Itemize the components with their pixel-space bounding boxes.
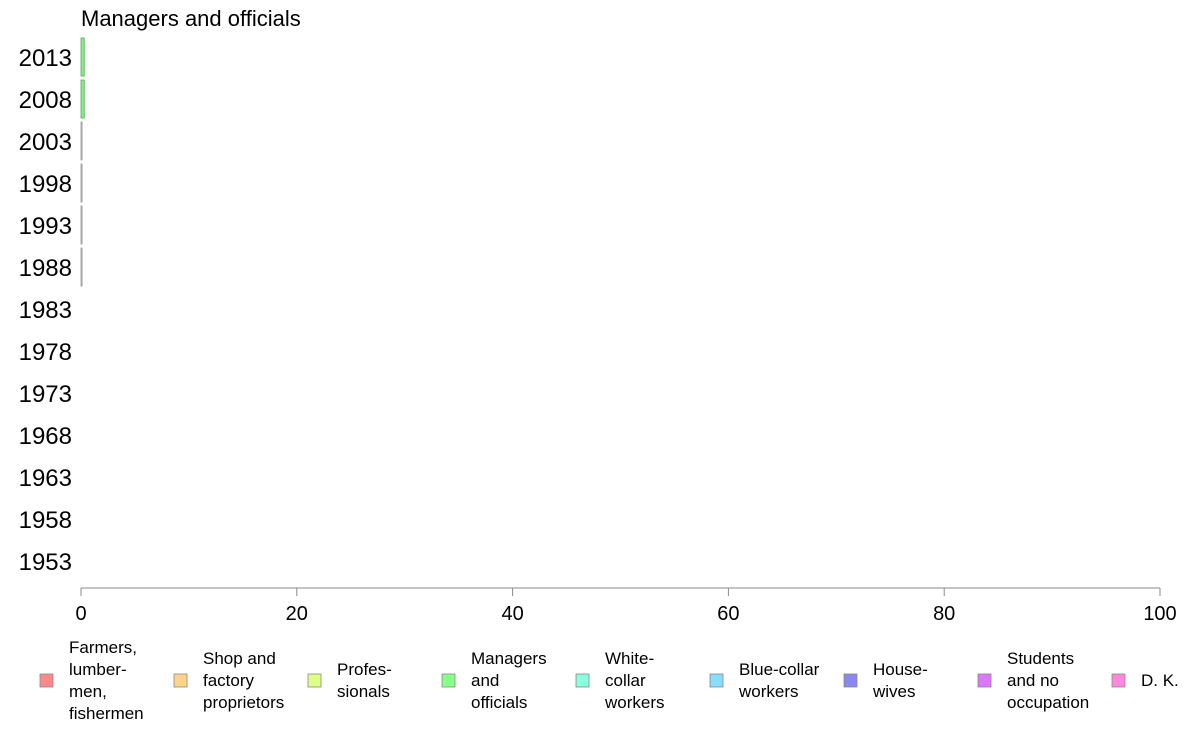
- legend-swatch: [39, 673, 54, 688]
- legend-label: workers: [738, 682, 799, 701]
- legend-label: men,: [69, 682, 107, 701]
- y-tick-label: 2013: [19, 45, 72, 72]
- y-tick-label: 2008: [19, 87, 72, 114]
- y-tick-label: 1973: [19, 381, 72, 408]
- legend-swatch: [709, 673, 724, 688]
- legend-entry: House-wives: [843, 660, 928, 701]
- legend-label: Managers: [471, 649, 547, 668]
- bar-2013: [80, 37, 85, 77]
- x-tick-label: 0: [75, 603, 86, 625]
- bars-group: [80, 37, 85, 287]
- y-tick-label: 1953: [19, 549, 72, 576]
- x-tick-label: 100: [1143, 603, 1176, 625]
- legend-label: workers: [604, 693, 665, 712]
- y-tick-label: 2003: [19, 129, 72, 156]
- y-tick-label: 1958: [19, 507, 72, 534]
- legend-swatch: [1111, 673, 1126, 688]
- legend-swatch: [307, 673, 322, 688]
- legend-label: Profes-: [337, 660, 392, 679]
- legend-label: Shop and: [203, 649, 276, 668]
- y-tick-label: 1983: [19, 297, 72, 324]
- bar-2003: [80, 121, 83, 161]
- y-axis-labels: 2013 2008 2003 1998 1993 1988 1983 1978 1973 1968…: [19, 45, 72, 576]
- legend-label: lumber-: [69, 660, 127, 679]
- x-axis: 0 20 40 60 80 100: [75, 587, 1177, 625]
- y-tick-label: 1968: [19, 423, 72, 450]
- bar-1993: [80, 205, 83, 245]
- chart-title: Managers and officials: [81, 6, 301, 31]
- legend: Farmers, lumber-men, fishermen Shop and fact…: [39, 638, 1179, 723]
- y-tick-label: 1963: [19, 465, 72, 492]
- legend-label: and no: [1007, 671, 1059, 690]
- legend-label: Farmers,: [69, 638, 137, 657]
- legend-label: House-: [873, 660, 928, 679]
- legend-label: White-: [605, 649, 654, 668]
- legend-label: collar: [605, 671, 646, 690]
- legend-entry: Shop and factory proprietors: [173, 649, 284, 712]
- y-tick-label: 1993: [19, 213, 72, 240]
- legend-label: officials: [471, 693, 527, 712]
- legend-entry: D. K.: [1111, 671, 1179, 690]
- legend-entry: Farmers, lumber-men, fishermen: [39, 638, 144, 723]
- y-tick-label: 1978: [19, 339, 72, 366]
- legend-label: occupation: [1007, 693, 1089, 712]
- legend-entry: Students and no occupation: [977, 649, 1089, 712]
- legend-label: Blue-collar: [739, 660, 820, 679]
- legend-label: factory: [203, 671, 255, 690]
- legend-label: Students: [1007, 649, 1074, 668]
- legend-swatch: [441, 673, 456, 688]
- legend-swatch: [575, 673, 590, 688]
- y-tick-label: 1988: [19, 255, 72, 282]
- legend-entry: Profes-sionals: [307, 660, 392, 701]
- y-tick-label: 1998: [19, 171, 72, 198]
- x-tick-label: 20: [286, 603, 308, 625]
- legend-entry: Blue-collar workers: [709, 660, 820, 701]
- legend-label: wives: [872, 682, 916, 701]
- legend-swatch: [977, 673, 992, 688]
- bar-2008: [80, 79, 85, 119]
- legend-entry: White-collar workers: [575, 649, 665, 712]
- legend-entry: Managers and officials: [441, 649, 547, 712]
- legend-label: sionals: [337, 682, 390, 701]
- legend-label: D. K.: [1141, 671, 1179, 690]
- legend-swatch: [843, 673, 858, 688]
- bar-1998: [80, 163, 83, 203]
- x-tick-label: 60: [717, 603, 739, 625]
- legend-label: fishermen: [69, 704, 144, 723]
- x-tick-label: 40: [501, 603, 523, 625]
- legend-swatch: [173, 673, 188, 688]
- legend-label: proprietors: [203, 693, 284, 712]
- x-tick-label: 80: [933, 603, 955, 625]
- legend-label: and: [471, 671, 499, 690]
- bar-1988: [80, 247, 83, 287]
